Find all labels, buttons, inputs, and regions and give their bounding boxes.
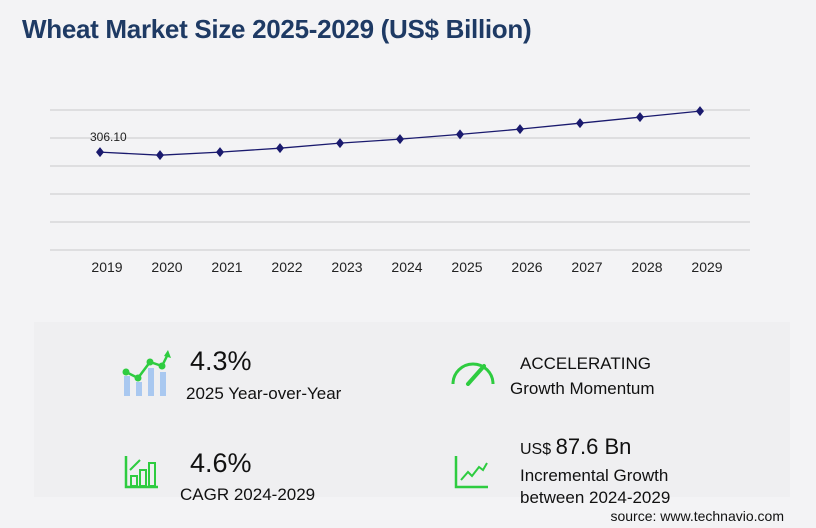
x-tick-label: 2021 (211, 259, 242, 275)
x-tick-label: 2028 (631, 259, 662, 275)
data-point (576, 118, 584, 129)
x-tick-label: 2025 (451, 259, 482, 275)
data-point (96, 147, 104, 158)
incremental-label-2: between 2024-2029 (520, 488, 671, 507)
chart-title: Wheat Market Size 2025-2029 (US$ Billion… (22, 14, 532, 44)
momentum-label: Growth Momentum (510, 379, 655, 398)
x-tick-label: 2019 (91, 259, 122, 275)
data-point (276, 143, 284, 154)
trend-line-icon (454, 456, 488, 489)
incremental-label-1: Incremental Growth (520, 466, 669, 485)
source-text: source: www.technavio.com (610, 508, 784, 524)
x-tick-label: 2023 (331, 259, 362, 275)
speedometer-icon (451, 362, 495, 386)
x-tick-label: 2029 (691, 259, 722, 275)
data-point (456, 129, 464, 140)
data-point (336, 138, 344, 149)
stats-panel (34, 322, 790, 497)
x-tick-label: 2024 (391, 259, 422, 275)
x-tick-label: 2026 (511, 259, 542, 275)
momentum-value: ACCELERATING (520, 354, 651, 373)
growth-chart-icon (122, 350, 171, 396)
data-point (696, 106, 704, 117)
line-chart: 2019 2020 2021 2022 2023 2024 2025 2026 2027 2028… (50, 106, 750, 275)
cagr-value: 4.6% (190, 448, 252, 478)
data-point (156, 150, 164, 161)
x-tick-label: 2027 (571, 259, 602, 275)
data-point (516, 124, 524, 135)
series-line (99, 110, 701, 156)
currency-prefix: US$ (520, 441, 552, 458)
cagr-label: CAGR 2024-2029 (180, 485, 316, 504)
incr-amount: 87.6 Bn (555, 434, 632, 459)
yoy-label: 2025 Year-over-Year (186, 384, 342, 403)
data-point (216, 147, 224, 158)
bar-chart-icon (124, 456, 158, 489)
incremental-value: US$ 87.6 Bn (520, 434, 631, 460)
data-label: 306.10 (90, 130, 127, 144)
x-tick-label: 2020 (151, 259, 182, 275)
x-tick-label: 2022 (271, 259, 302, 275)
data-point (396, 134, 404, 145)
yoy-value: 4.3% (190, 346, 252, 376)
data-point (636, 112, 644, 123)
